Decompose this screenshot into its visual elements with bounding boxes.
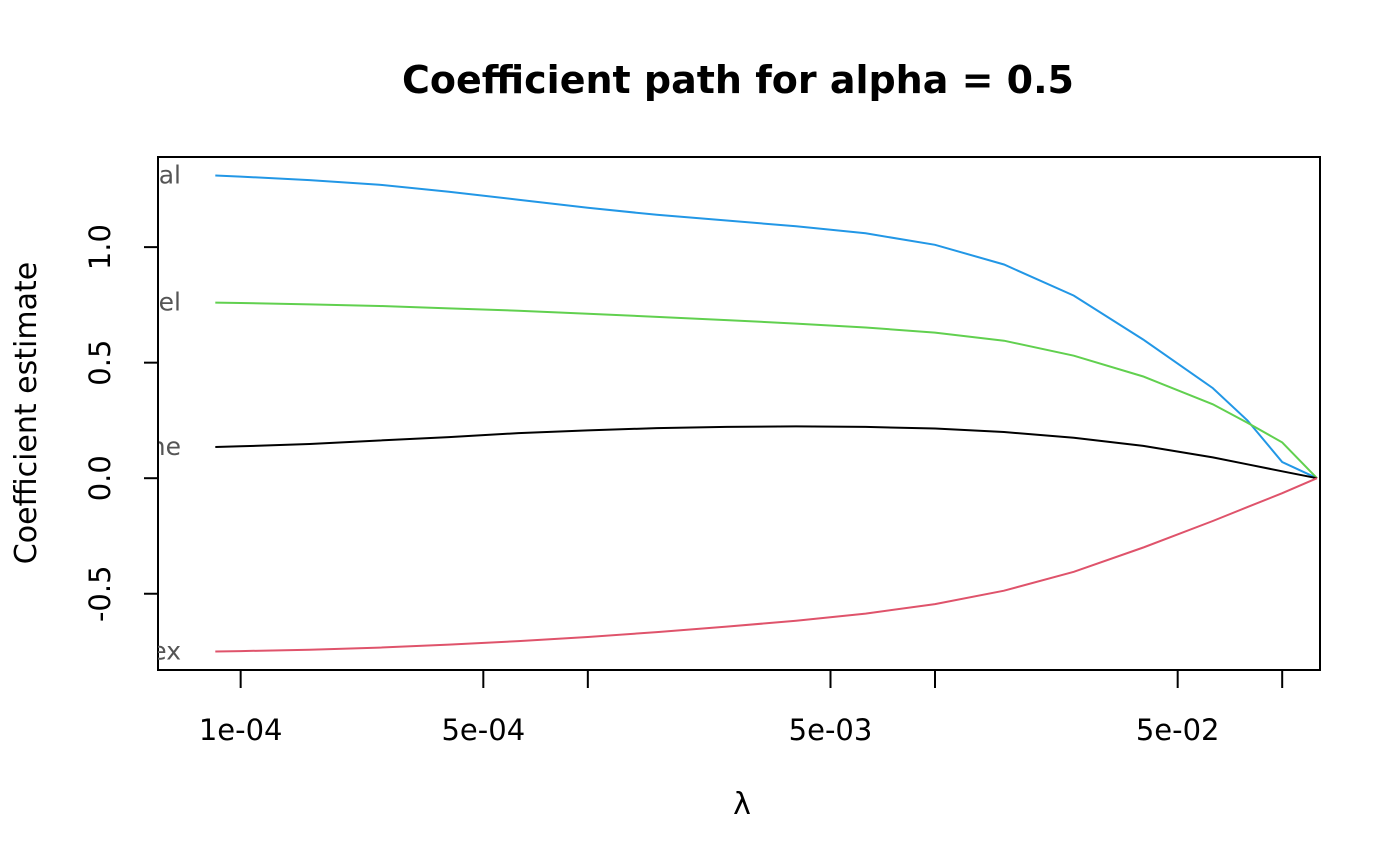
y-tick-label: 0.5: [83, 340, 117, 386]
series-label-al: al: [159, 160, 181, 189]
y-tick-label: -0.5: [83, 565, 117, 622]
x-tick-label: 5e-03: [789, 713, 873, 747]
x-tick-label: 5e-04: [441, 713, 525, 747]
y-tick-label: 1.0: [83, 224, 117, 270]
x-axis-title: λ: [733, 787, 751, 822]
series-label-el: el: [159, 288, 181, 317]
y-axis: -0.5 0.0 0.5 1.0: [83, 224, 159, 622]
series-label-ne: ne: [150, 432, 181, 461]
series-line-el: [215, 301, 1318, 479]
series-line-ne: [215, 425, 1318, 480]
plot-frame: [157, 156, 1321, 671]
series-labels: al el ne ex: [150, 160, 181, 666]
y-tick-label: 0.0: [83, 455, 117, 501]
series-line-ex: [215, 477, 1318, 653]
x-tick-label: 5e-02: [1136, 713, 1220, 747]
x-axis: 1e-04 5e-04 5e-03 5e-02: [199, 669, 1284, 747]
chart-title: Coefficient path for alpha = 0.5: [402, 58, 1074, 102]
series-label-ex: ex: [151, 637, 181, 666]
x-tick-label: 1e-04: [199, 713, 283, 747]
y-axis-title: Coefficient estimate: [9, 262, 44, 564]
series-line-al: [215, 174, 1318, 480]
series-layer: [215, 174, 1318, 653]
